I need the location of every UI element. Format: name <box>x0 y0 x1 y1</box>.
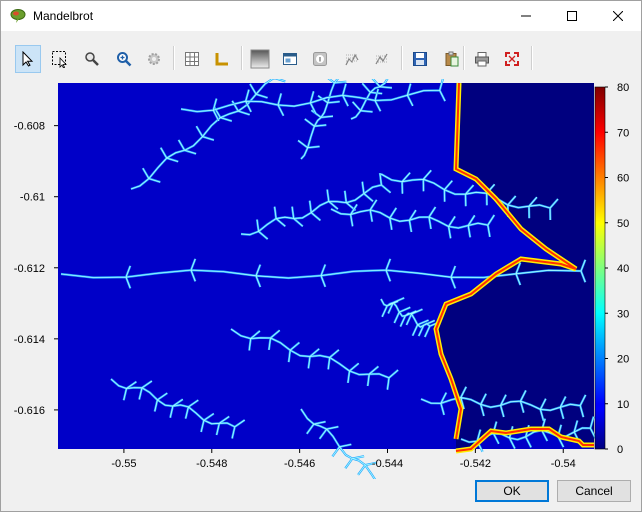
x-axis-ticks: -0.55 -0.548 -0.546 -0.544 -0.542 -0.54 <box>111 449 576 470</box>
close-icon <box>613 11 623 21</box>
x-tick-label: -0.548 <box>196 458 227 470</box>
info-button[interactable] <box>307 45 333 73</box>
cancel-button[interactable]: Cancel <box>557 480 631 502</box>
colorbar-tick-label: 60 <box>617 173 629 185</box>
zoom-in-button[interactable] <box>111 45 137 73</box>
magnifier-icon <box>85 52 99 66</box>
image-window-icon <box>283 53 297 65</box>
axes-button[interactable] <box>209 45 235 73</box>
ok-button[interactable]: OK <box>475 480 549 502</box>
colorbar-tick-label: 70 <box>617 127 629 139</box>
toolbar-separator <box>531 46 533 70</box>
toolbar-separator <box>241 46 243 70</box>
contour-icon <box>345 53 359 66</box>
window-title: Mandelbrot <box>33 9 94 23</box>
maximize-button[interactable] <box>549 1 595 31</box>
set-boundary <box>434 82 594 452</box>
colorbar-tick-label: 40 <box>617 263 629 275</box>
y-tick-label: -0.61 <box>20 192 45 204</box>
fractal-filament-core <box>380 297 441 338</box>
plot-area: -0.55 -0.548 -0.546 -0.544 -0.542 -0.54 -0.60… <box>1 15 641 512</box>
toolbar-separator <box>463 46 465 70</box>
contour-button[interactable] <box>339 45 365 73</box>
gradient-button[interactable] <box>247 45 273 73</box>
colorbar-ticks: 80 70 60 50 40 30 20 10 0 <box>605 82 629 456</box>
x-tick-label: -0.546 <box>284 458 315 470</box>
y-tick-label: -0.608 <box>14 121 45 133</box>
fractal-filament-core <box>230 328 399 390</box>
colorbar-tick-label: 20 <box>617 354 629 366</box>
colorbar-tick-label: 30 <box>617 308 629 320</box>
fullscreen-icon <box>505 52 519 66</box>
fractal-filament-core <box>240 173 391 240</box>
fractal-filament-core <box>330 199 495 239</box>
y-tick-label: -0.614 <box>14 334 45 346</box>
toolbar-separator <box>401 46 403 70</box>
colorbar <box>594 86 606 450</box>
gradient-icon <box>250 49 270 69</box>
print-button[interactable] <box>469 45 495 73</box>
contour-alt-icon <box>375 53 388 65</box>
colorbar-tick-label: 50 <box>617 218 629 230</box>
grid-button[interactable] <box>179 45 205 73</box>
copy-clipboard-icon <box>445 51 459 67</box>
x-tick-label: -0.54 <box>551 458 576 470</box>
zoom-in-icon <box>117 52 132 67</box>
fullscreen-button[interactable] <box>499 45 525 73</box>
close-button[interactable] <box>595 1 641 31</box>
minimize-icon <box>521 15 531 17</box>
maximize-icon <box>567 11 577 21</box>
grid-icon <box>185 52 199 66</box>
x-tick-label: -0.55 <box>111 458 136 470</box>
app-leaf-icon <box>10 8 26 24</box>
save-icon <box>413 52 427 66</box>
minimize-button[interactable] <box>503 1 549 31</box>
select-arrow-icon <box>22 51 34 67</box>
mandelbrot-plot[interactable]: -0.55 -0.548 -0.546 -0.544 -0.542 -0.54 -0.60… <box>1 15 641 512</box>
fractal-filament-core <box>110 378 245 439</box>
zoom-rectangle-button[interactable] <box>47 45 73 73</box>
copy-clipboard-button[interactable] <box>439 45 465 73</box>
colorbar-tick-label: 0 <box>617 444 623 456</box>
y-tick-label: -0.612 <box>14 263 45 275</box>
title-bar: Mandelbrot <box>1 1 641 31</box>
fractal-filament-core <box>60 258 586 289</box>
settings-gear-icon <box>148 53 160 65</box>
colorbar-tick-label: 80 <box>617 82 629 94</box>
contour-alt-button[interactable] <box>369 45 395 73</box>
axes-icon <box>215 53 228 66</box>
magnifier-button[interactable] <box>79 45 105 73</box>
image-window-button[interactable] <box>277 45 303 73</box>
fractal-filament-core <box>380 170 559 221</box>
fractal-filament-core <box>180 78 446 122</box>
info-icon <box>313 52 327 66</box>
y-tick-label: -0.616 <box>14 405 45 417</box>
colorbar-tick-label: 10 <box>617 399 629 411</box>
x-tick-label: -0.542 <box>460 458 491 470</box>
y-axis-ticks: -0.608 -0.61 -0.612 -0.614 -0.616 <box>14 121 58 417</box>
x-tick-label: -0.544 <box>372 458 403 470</box>
settings-button[interactable] <box>141 45 167 73</box>
toolbar-separator <box>173 46 175 70</box>
zoom-rectangle-icon <box>52 51 67 68</box>
print-icon <box>475 52 489 67</box>
fractal-filament-core <box>420 386 586 422</box>
select-tool-button[interactable] <box>15 45 41 73</box>
fractal-image <box>60 15 597 512</box>
save-button[interactable] <box>407 45 433 73</box>
